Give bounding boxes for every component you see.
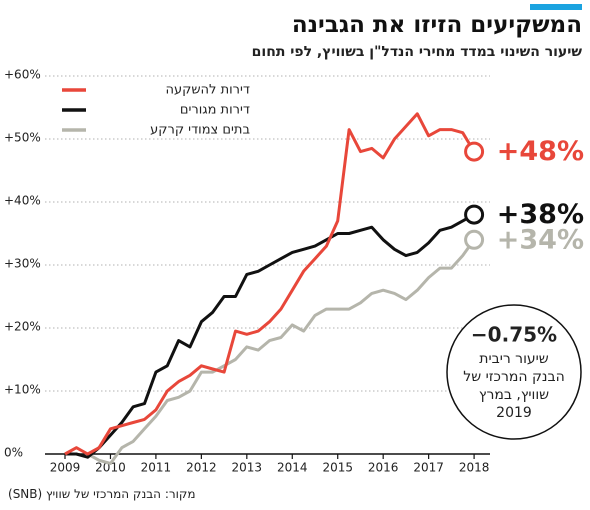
- x-tick-label: 2010: [95, 461, 126, 475]
- x-tick-label: 2018: [459, 461, 490, 475]
- x-tick-label: 2017: [413, 461, 444, 475]
- series-line: [64, 112, 476, 456]
- x-tick-label: 2011: [141, 461, 172, 475]
- series-line: [65, 213, 475, 459]
- series-line: [86, 238, 476, 465]
- chart-title: המשקיעים הזיזו את הגבינה: [291, 12, 582, 38]
- annotation-text: שוויץ, במרץ: [479, 387, 549, 403]
- y-tick-label: +10%: [4, 383, 41, 397]
- y-tick-label: +50%: [4, 131, 41, 145]
- y-tick-label: +60%: [4, 68, 41, 82]
- source-note: מקור: הבנק המרכזי של שוויץ (SNB): [8, 487, 196, 501]
- annotation-text: הבנק המרכזי של: [463, 369, 565, 385]
- accent-bar: [530, 4, 582, 10]
- end-label: +38%: [497, 199, 584, 230]
- y-tick-label: +20%: [4, 320, 41, 334]
- legend-label: דירות להשקעה: [165, 83, 250, 98]
- end-marker: [464, 204, 485, 225]
- end-label: +34%: [497, 224, 584, 255]
- annotation-text: שיעור ריבית: [479, 351, 549, 367]
- chart: 0% +10% +20% +30% +40% +50% +60% 2009 2010 2011 20…: [4, 68, 584, 475]
- x-tick-label: 2014: [277, 461, 308, 475]
- annotation-circle: [446, 304, 582, 440]
- y-tick-label: 0%: [4, 446, 23, 460]
- legend-label: דירות מגורים: [180, 103, 250, 118]
- x-tick-label: 2016: [368, 461, 399, 475]
- y-tick-label: +30%: [4, 257, 41, 271]
- x-tick-label: 2009: [50, 461, 81, 475]
- end-marker: [464, 229, 485, 250]
- annotation-text: 2019: [496, 405, 532, 421]
- annotation-headline: −0.75%: [471, 323, 557, 347]
- y-tick-label: +40%: [4, 194, 41, 208]
- x-tick-label: 2012: [186, 461, 217, 475]
- x-tick-label: 2015: [322, 461, 353, 475]
- legend-label: בתים צמודי קרקע: [150, 123, 250, 138]
- end-label: +48%: [497, 136, 584, 167]
- chart-subtitle: שיעור השינוי במדד מחירי הנדל"ן בשוויץ, ל…: [251, 44, 582, 60]
- end-marker: [464, 141, 485, 162]
- x-tick-label: 2013: [232, 461, 263, 475]
